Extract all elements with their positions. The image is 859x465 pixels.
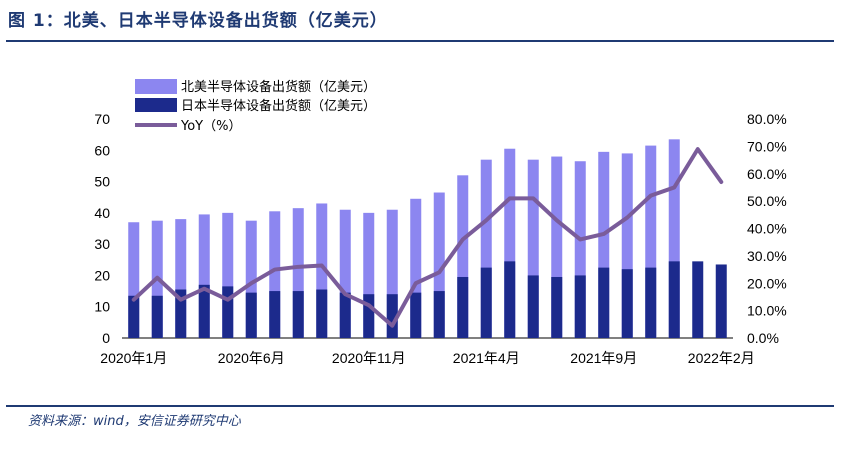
bar-japan (198, 284, 210, 338)
x-axis-tick-label: 2021年9月 (570, 350, 637, 366)
bar-north-america (433, 192, 445, 338)
bar-japan (292, 291, 304, 338)
right-axis-tick-label: 30.0% (747, 248, 787, 264)
figure-title: 图 1：北美、日本半导体设备出货额（亿美元） (8, 11, 388, 31)
chart-legend: 北美半导体设备出货额（亿美元） 日本半导体设备出货额（亿美元） YoY（%） (135, 79, 376, 134)
bar-north-america (363, 212, 375, 338)
top-rule (6, 40, 834, 42)
bar-north-america (128, 222, 140, 338)
bar-japan (433, 291, 445, 338)
bar-japan (645, 267, 657, 338)
bar-north-america (645, 145, 657, 338)
bar-north-america (527, 159, 539, 338)
bar-japan (128, 295, 140, 338)
legend-swatch-japan (135, 98, 177, 112)
bar-japan (175, 289, 187, 338)
right-axis-tick-label: 80.0% (747, 111, 787, 127)
bar-japan (692, 261, 704, 338)
bar-north-america (551, 156, 563, 338)
legend-label-north-america: 北美半导体设备出货额（亿美元） (181, 79, 376, 95)
bar-japan (151, 295, 163, 338)
bar-north-america (198, 214, 210, 338)
bar-japan (339, 292, 351, 338)
bar-north-america (668, 139, 680, 338)
chart-axes: 0 10 20 30 40 50 60 70 0.0% 10.0% 20.0% 30.0% 40.0% 5… (94, 111, 786, 366)
bar-north-america (245, 220, 257, 338)
series-north-america (128, 139, 680, 338)
bar-north-america (410, 198, 422, 338)
left-axis-tick-label: 20 (94, 267, 110, 283)
bar-north-america (292, 208, 304, 338)
bar-japan (715, 264, 727, 338)
bar-japan (504, 261, 516, 338)
series-yoy (131, 147, 724, 328)
bar-japan (363, 294, 375, 338)
bar-japan (551, 276, 563, 338)
left-axis-tick-label: 0 (102, 330, 110, 346)
x-axis-tick-label: 2020年6月 (218, 350, 285, 366)
bar-japan (269, 291, 281, 338)
left-axis-tick-label: 60 (94, 142, 110, 158)
legend-label-yoy: YoY（%） (180, 119, 241, 134)
bottom-rule (6, 405, 834, 407)
left-axis-tick-label: 50 (94, 174, 110, 190)
bar-north-america (222, 212, 234, 338)
bar-japan (527, 275, 539, 338)
bar-north-america (316, 203, 328, 338)
left-axis-tick-label: 30 (94, 236, 110, 252)
bar-north-america (621, 153, 633, 338)
source-note: 资料来源：wind，安信证券研究中心 (28, 414, 241, 429)
bar-japan (574, 275, 586, 338)
bar-japan (410, 292, 422, 338)
left-axis-tick-label: 70 (94, 111, 110, 127)
x-axis-tick-label: 2022年2月 (688, 350, 755, 366)
bar-north-america (457, 175, 469, 338)
bar-north-america (269, 211, 281, 338)
x-axis-tick-label: 2021年4月 (453, 350, 520, 366)
right-axis-tick-label: 70.0% (747, 138, 787, 154)
bar-japan (598, 267, 610, 338)
bar-japan (386, 294, 398, 338)
bar-japan (245, 292, 257, 338)
left-axis-tick-label: 10 (94, 299, 110, 315)
bar-north-america (339, 209, 351, 338)
right-axis-tick-label: 60.0% (747, 166, 787, 182)
right-axis-tick-label: 0.0% (747, 330, 779, 346)
x-axis-tick-label: 2020年1月 (100, 350, 167, 366)
series-japan (128, 261, 727, 338)
bar-north-america (386, 209, 398, 338)
right-axis-tick-label: 40.0% (747, 221, 787, 237)
bar-north-america (598, 151, 610, 338)
bar-japan (668, 261, 680, 338)
right-axis-tick-label: 50.0% (747, 193, 787, 209)
bar-japan (621, 269, 633, 338)
chart: 北美半导体设备出货额（亿美元） 日本半导体设备出货额（亿美元） YoY（%） 0… (94, 79, 787, 366)
legend-label-japan: 日本半导体设备出货额（亿美元） (181, 98, 376, 114)
bar-japan (480, 267, 492, 338)
bar-japan (316, 289, 328, 338)
bar-japan (222, 286, 234, 338)
bar-north-america (574, 161, 586, 338)
left-axis-tick-label: 40 (94, 205, 110, 221)
legend-swatch-north-america (135, 79, 177, 94)
yoy-line (131, 147, 724, 328)
bar-north-america (504, 148, 516, 338)
right-axis-tick-label: 20.0% (747, 275, 787, 291)
x-axis-tick-label: 2020年11月 (332, 350, 406, 366)
bar-japan (457, 276, 469, 338)
bar-north-america (175, 219, 187, 338)
right-axis-tick-label: 10.0% (747, 303, 787, 319)
bar-north-america (480, 159, 492, 338)
